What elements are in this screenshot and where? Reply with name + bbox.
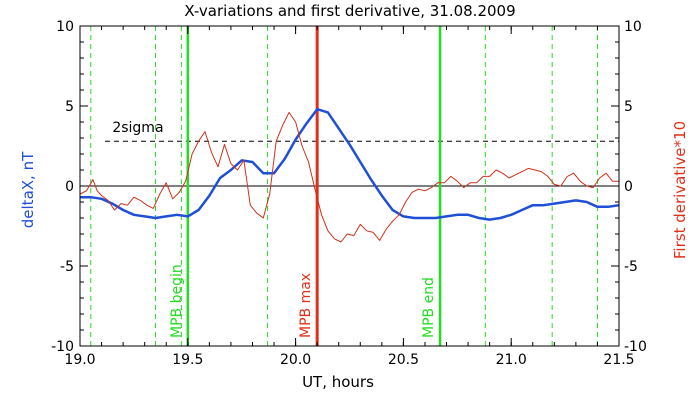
x-tick-label-0: 19.0: [64, 352, 95, 368]
y-axis-label-left: deltaX, nT: [19, 151, 37, 228]
vertical-line-label-mpb-end: MPB end: [421, 277, 437, 338]
sigma-label: 2sigma: [112, 120, 163, 136]
plot-area: 2sigma MPB begin MPB max MPB end 19.0 19.5 20.…: [51, 19, 647, 368]
y-tick-label-right-4: -10: [624, 339, 647, 355]
x-tick-label-5: 21.5: [603, 352, 634, 368]
x-tick-label-3: 20.5: [388, 352, 419, 368]
y-tick-label-left-0: 10: [56, 19, 74, 35]
x-tick-label-4: 21.0: [496, 352, 527, 368]
y-tick-label-left-1: 5: [65, 99, 74, 115]
y-tick-label-left-2: 0: [65, 179, 74, 195]
vertical-line-label-mpb-begin: MPB begin: [169, 264, 185, 338]
series-line-derivative: [79, 111, 619, 243]
y-tick-label-left-4: -10: [51, 339, 74, 355]
y-tick-label-right-1: 5: [624, 99, 633, 115]
vertical-line-label-mpb-max: MPB max: [298, 273, 314, 338]
series-line-deltax: [80, 107, 620, 221]
chart-title: X-variations and first derivative, 31.08…: [184, 2, 515, 20]
x-tick-label-1: 19.5: [172, 352, 203, 368]
x-tick-label-2: 20.0: [280, 352, 311, 368]
y-axis-label-right: First derivative*10: [671, 121, 689, 259]
y-tick-label-right-3: -5: [624, 259, 638, 275]
x-axis-label: UT, hours: [302, 373, 374, 391]
y-tick-label-left-3: -5: [60, 259, 74, 275]
y-tick-label-right-2: 0: [624, 179, 633, 195]
y-tick-label-right-0: 10: [624, 19, 642, 35]
